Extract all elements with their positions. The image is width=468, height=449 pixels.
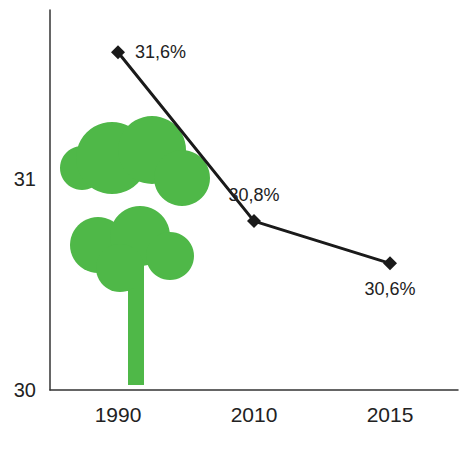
svg-text:30,6%: 30,6%: [364, 279, 415, 299]
svg-text:30,8%: 30,8%: [228, 185, 279, 205]
svg-text:2010: 2010: [231, 403, 278, 426]
svg-text:1990: 1990: [95, 403, 142, 426]
svg-text:31: 31: [14, 168, 36, 190]
svg-text:2015: 2015: [367, 403, 414, 426]
svg-text:30: 30: [14, 379, 36, 401]
svg-text:31,6%: 31,6%: [135, 42, 186, 62]
